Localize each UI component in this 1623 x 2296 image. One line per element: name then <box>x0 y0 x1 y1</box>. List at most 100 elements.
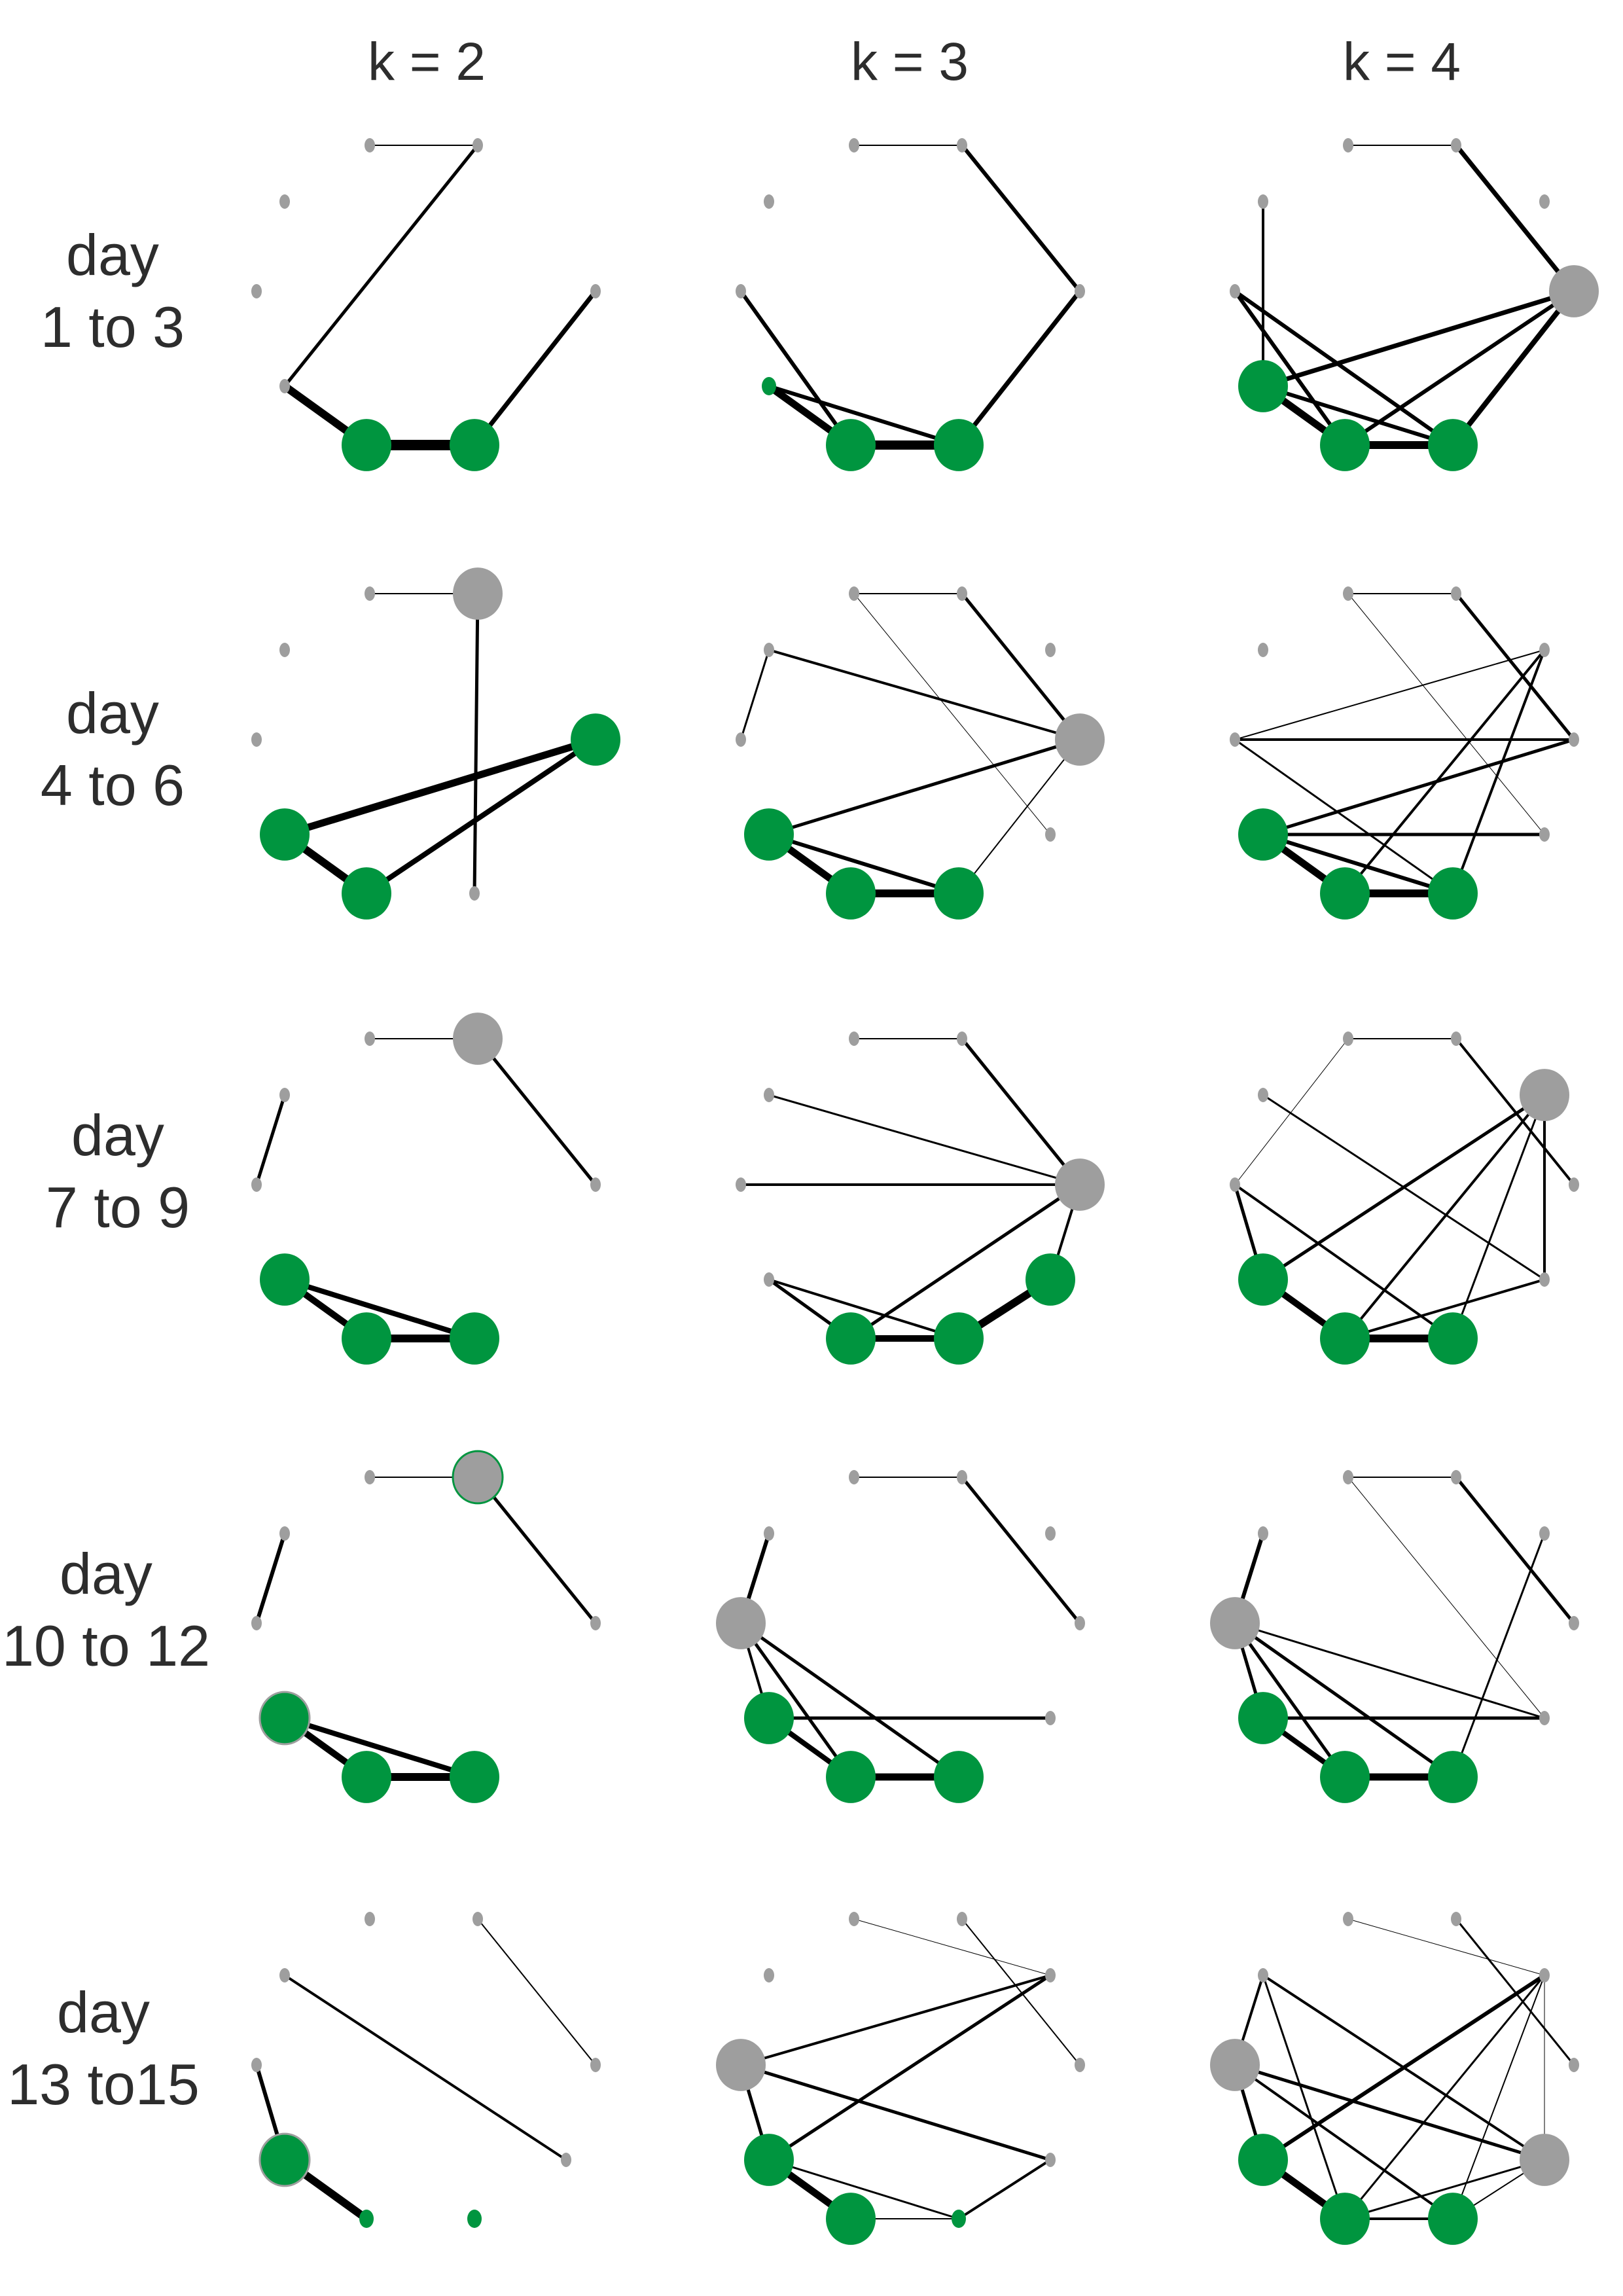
grey-node <box>1230 1177 1240 1192</box>
grey-node <box>1539 1968 1550 1982</box>
grey-node <box>1045 643 1056 657</box>
network-panel-1-3 <box>1230 138 1599 471</box>
edge <box>1450 289 1577 448</box>
green-node <box>571 713 620 766</box>
green-node <box>450 1751 499 1803</box>
grey-node <box>1451 1031 1461 1046</box>
grey-node <box>1569 1616 1579 1630</box>
grey-node <box>279 379 290 393</box>
grey-node <box>1045 1968 1056 1982</box>
edge <box>1234 1183 1454 1340</box>
grey-node <box>279 1088 290 1102</box>
edge <box>1234 649 1545 740</box>
edge <box>960 143 1082 293</box>
green-node <box>1428 1751 1478 1803</box>
edge <box>739 1621 961 1779</box>
edge <box>1234 738 1454 895</box>
green-node <box>1428 1312 1478 1365</box>
grey-node <box>849 138 859 152</box>
grey-node <box>1045 1711 1056 1725</box>
green-node <box>359 2210 374 2228</box>
grey-node <box>1210 1597 1260 1649</box>
green-node <box>1320 1312 1370 1365</box>
grey-node <box>1539 827 1550 842</box>
edge <box>1344 1094 1546 1340</box>
grey-node <box>251 2058 262 2072</box>
edge <box>1344 1974 1546 2220</box>
edge <box>768 2159 960 2220</box>
edge <box>739 2063 1052 2162</box>
edge <box>364 737 598 896</box>
grey-node <box>849 1470 859 1484</box>
column-label-k4: k = 4 <box>1343 32 1461 92</box>
edge <box>1347 1477 1545 1719</box>
edge <box>956 289 1082 448</box>
network-panel-2-1 <box>251 567 620 920</box>
edge <box>957 2159 1052 2220</box>
row-label-1-line2: 1 to 3 <box>41 295 185 359</box>
grey-node <box>1451 1912 1461 1926</box>
grey-node <box>1055 713 1105 766</box>
green-node <box>1428 2193 1478 2245</box>
green-node <box>260 808 310 861</box>
green-node <box>1238 360 1288 412</box>
edge <box>1233 1621 1455 1779</box>
grey-node <box>764 1088 774 1102</box>
row-label-2-line2: 4 to 6 <box>41 753 185 817</box>
edge <box>1261 1973 1546 2162</box>
green-node <box>826 1751 876 1803</box>
edge <box>283 143 480 388</box>
grey-node <box>1539 643 1550 657</box>
grey-node <box>1075 284 1085 298</box>
green-node <box>1320 2193 1370 2245</box>
grey-node <box>452 1450 504 1505</box>
grey-node <box>1045 2153 1056 2167</box>
edge <box>767 384 961 447</box>
green-node <box>1238 2134 1288 2186</box>
edge <box>1262 1974 1346 2220</box>
edge <box>1233 1621 1347 1779</box>
grey-node <box>1569 1177 1579 1192</box>
green-node <box>342 1751 391 1803</box>
network-panel-1-1 <box>251 138 601 471</box>
grey-node <box>764 1526 774 1541</box>
column-label-k3: k = 3 <box>851 32 969 92</box>
edge <box>960 592 1082 742</box>
edge <box>960 1037 1082 1187</box>
grey-node <box>1451 1470 1461 1484</box>
grey-node <box>1343 586 1353 601</box>
network-panel-4-2 <box>716 1470 1085 1803</box>
grey-node <box>1258 643 1268 657</box>
grey-node <box>279 1968 290 1982</box>
edge <box>255 1093 287 1187</box>
edge <box>1233 2063 1546 2162</box>
grey-node <box>365 138 375 152</box>
edge <box>281 736 599 838</box>
edge <box>958 739 1080 894</box>
row-label-4-line1: day <box>60 1541 152 1606</box>
edge <box>1454 143 1577 294</box>
grey-node <box>1451 586 1461 601</box>
grey-node <box>764 194 774 209</box>
green-node <box>1026 1253 1075 1306</box>
network-panel-3-2 <box>736 1031 1105 1365</box>
grey-node <box>1230 284 1240 298</box>
edge <box>1452 1532 1546 1778</box>
green-node <box>1320 867 1370 920</box>
grey-node <box>1343 1470 1353 1484</box>
grey-node <box>849 586 859 601</box>
edge <box>283 1974 567 2161</box>
network-panel-4-3 <box>1210 1470 1579 1803</box>
grey-node <box>453 1013 503 1065</box>
edge <box>1261 384 1455 447</box>
green-node <box>342 1312 391 1365</box>
network-panel-5-1 <box>251 1912 601 2228</box>
grey-node <box>251 1177 262 1192</box>
edge <box>1261 738 1576 836</box>
edge <box>1260 289 1577 389</box>
edge <box>1452 649 1546 895</box>
green-node <box>1320 1751 1370 1803</box>
edge <box>1455 1918 1575 2066</box>
edge <box>739 1621 853 1779</box>
green-node <box>744 808 794 861</box>
